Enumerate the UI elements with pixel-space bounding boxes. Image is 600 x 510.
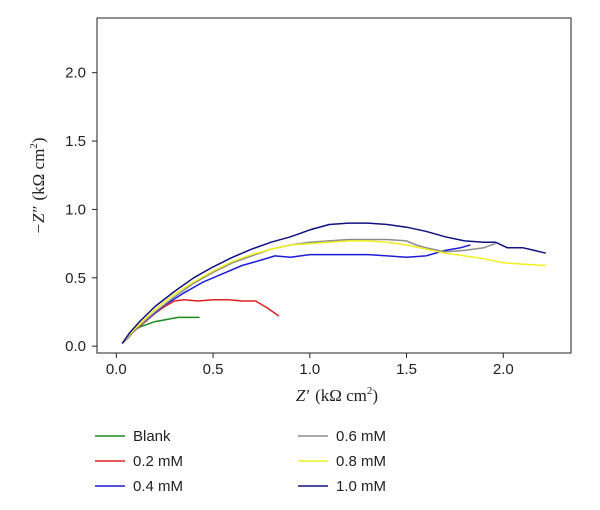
plot-area — [121, 222, 546, 344]
legend-label: Blank — [133, 428, 171, 445]
y-axis-title-unit-close: ) — [29, 137, 48, 143]
y-axis-title: −Z″ (kΩ cm2) — [28, 137, 48, 234]
x-tick-label: 0.0 — [106, 361, 127, 378]
x-tick-label: 1.5 — [396, 361, 417, 378]
plot-frame — [96, 17, 572, 354]
x-tick-label: 2.0 — [493, 361, 514, 378]
y-tick-label: 1.5 — [65, 133, 86, 150]
y-axis: 0.0 0.5 1.0 1.5 2.0 — [65, 65, 97, 355]
series-line-4 — [121, 240, 546, 344]
x-axis-title-unit: (kΩ cm — [315, 386, 367, 405]
x-axis-title-unit-close: ) — [372, 386, 378, 405]
x-tick-label: 0.5 — [203, 361, 224, 378]
x-tick-label: 1.0 — [299, 361, 320, 378]
series-line-5 — [121, 222, 546, 344]
y-axis-title-unit: (kΩ cm — [29, 149, 48, 201]
legend-label: 0.2 mM — [133, 453, 183, 470]
legend-label: 0.6 mM — [336, 428, 386, 445]
legend-label: 1.0 mM — [336, 478, 386, 495]
legend-label: 0.4 mM — [133, 478, 183, 495]
x-axis: 0.0 0.5 1.0 1.5 2.0 — [106, 353, 514, 378]
y-tick-label: 1.0 — [65, 201, 86, 218]
y-tick-label: 0.5 — [65, 270, 86, 287]
legend-label: 0.8 mM — [336, 453, 386, 470]
y-tick-label: 0.0 — [65, 338, 86, 355]
y-axis-title-unit-sup: 2 — [28, 143, 40, 149]
x-axis-title: Z′ (kΩ cm2) — [296, 385, 378, 405]
series-line-3 — [121, 238, 496, 344]
legend: Blank 0.2 mM 0.4 mM 0.6 mM 0.8 mM 1.0 mM — [95, 428, 386, 495]
x-axis-title-main: Z′ — [296, 386, 309, 405]
y-axis-title-main: −Z″ — [29, 206, 48, 235]
y-tick-label: 2.0 — [65, 65, 86, 82]
x-axis-title-unit-sup: 2 — [367, 385, 373, 397]
